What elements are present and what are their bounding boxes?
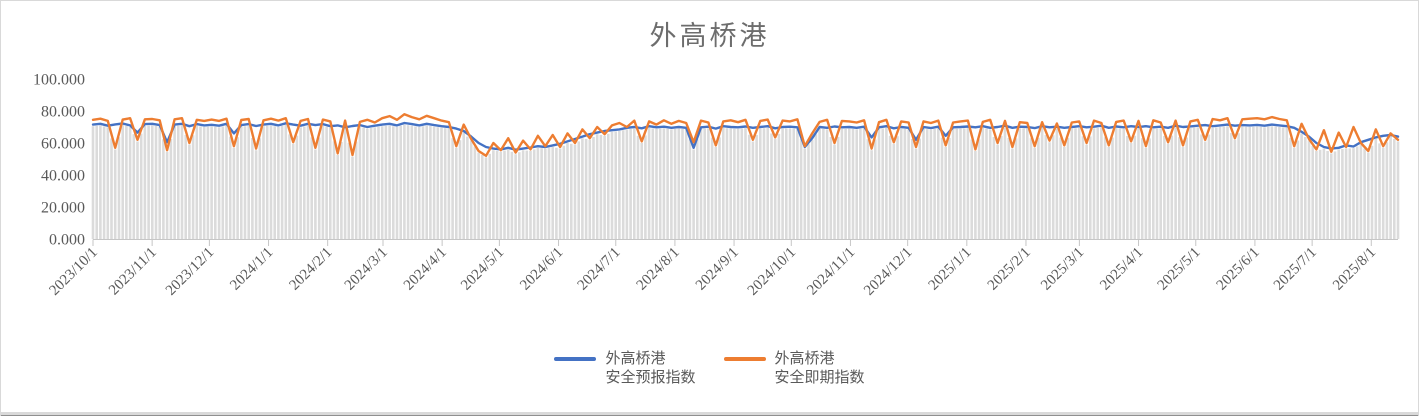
x-axis-label: 2023/12/1 bbox=[163, 245, 217, 299]
y-axis-label: 60.000 bbox=[41, 136, 85, 153]
legend: 外高桥港安全预报指数 外高桥港安全即期指数 bbox=[1, 349, 1418, 387]
chart-title: 外高桥港 bbox=[649, 21, 770, 51]
x-axis-label: 2025/1/1 bbox=[926, 245, 975, 294]
legend-item-spot[interactable]: 外高桥港安全即期指数 bbox=[723, 349, 865, 387]
x-axis-label: 2024/10/1 bbox=[745, 245, 799, 299]
x-axis-label: 2025/8/1 bbox=[1330, 245, 1379, 294]
x-axis-label: 2024/5/1 bbox=[458, 245, 507, 294]
y-axis-label: 40.000 bbox=[41, 168, 85, 185]
x-axis-label: 2024/12/1 bbox=[861, 245, 915, 299]
x-axis-label: 2025/5/1 bbox=[1155, 245, 1204, 294]
legend-label-forecast-line2: 安全预报指数 bbox=[605, 369, 696, 386]
y-axis-label: 0.000 bbox=[49, 232, 85, 249]
legend-label-spot-line2: 安全即期指数 bbox=[774, 369, 865, 386]
y-axis-label: 100.000 bbox=[33, 72, 85, 89]
x-axis-label: 2024/11/1 bbox=[804, 245, 858, 299]
x-axis-label: 2024/2/1 bbox=[286, 245, 335, 294]
legend-label-forecast-line1: 外高桥港 bbox=[605, 350, 666, 367]
x-axis-label: 2025/2/1 bbox=[985, 245, 1034, 294]
legend-label-spot: 外高桥港安全即期指数 bbox=[775, 349, 865, 387]
drop-lines bbox=[91, 124, 1400, 239]
y-axis-label: 20.000 bbox=[41, 200, 85, 217]
x-axis-label: 2024/7/1 bbox=[575, 245, 624, 294]
x-axis-label: 2025/7/1 bbox=[1271, 245, 1320, 294]
x-axis-label: 2023/10/1 bbox=[46, 245, 100, 299]
bottom-border bbox=[1, 412, 1418, 416]
x-axis-label: 2025/6/1 bbox=[1214, 245, 1263, 294]
x-axis-label: 2025/4/1 bbox=[1097, 245, 1146, 294]
spot-line-swatch bbox=[723, 357, 766, 361]
x-axis-label: 2024/6/1 bbox=[517, 245, 566, 294]
legend-label-spot-line1: 外高桥港 bbox=[774, 350, 835, 367]
spot-line bbox=[91, 112, 1400, 158]
x-axis-label: 2024/9/1 bbox=[693, 245, 742, 294]
x-axis bbox=[92, 239, 1398, 246]
x-axis-label: 2024/1/1 bbox=[227, 245, 276, 294]
legend-item-forecast[interactable]: 外高桥港安全预报指数 bbox=[554, 349, 696, 387]
x-axis-label: 2025/3/1 bbox=[1038, 245, 1087, 294]
y-axis-label: 80.000 bbox=[41, 104, 85, 121]
x-axis-label: 2024/4/1 bbox=[401, 245, 450, 294]
x-axis-label: 2024/8/1 bbox=[634, 245, 683, 294]
forecast-line-swatch bbox=[554, 357, 597, 361]
x-axis-label: 2023/11/1 bbox=[106, 245, 160, 299]
legend-label-forecast: 外高桥港安全预报指数 bbox=[605, 349, 695, 387]
x-axis-label: 2024/3/1 bbox=[342, 245, 391, 294]
